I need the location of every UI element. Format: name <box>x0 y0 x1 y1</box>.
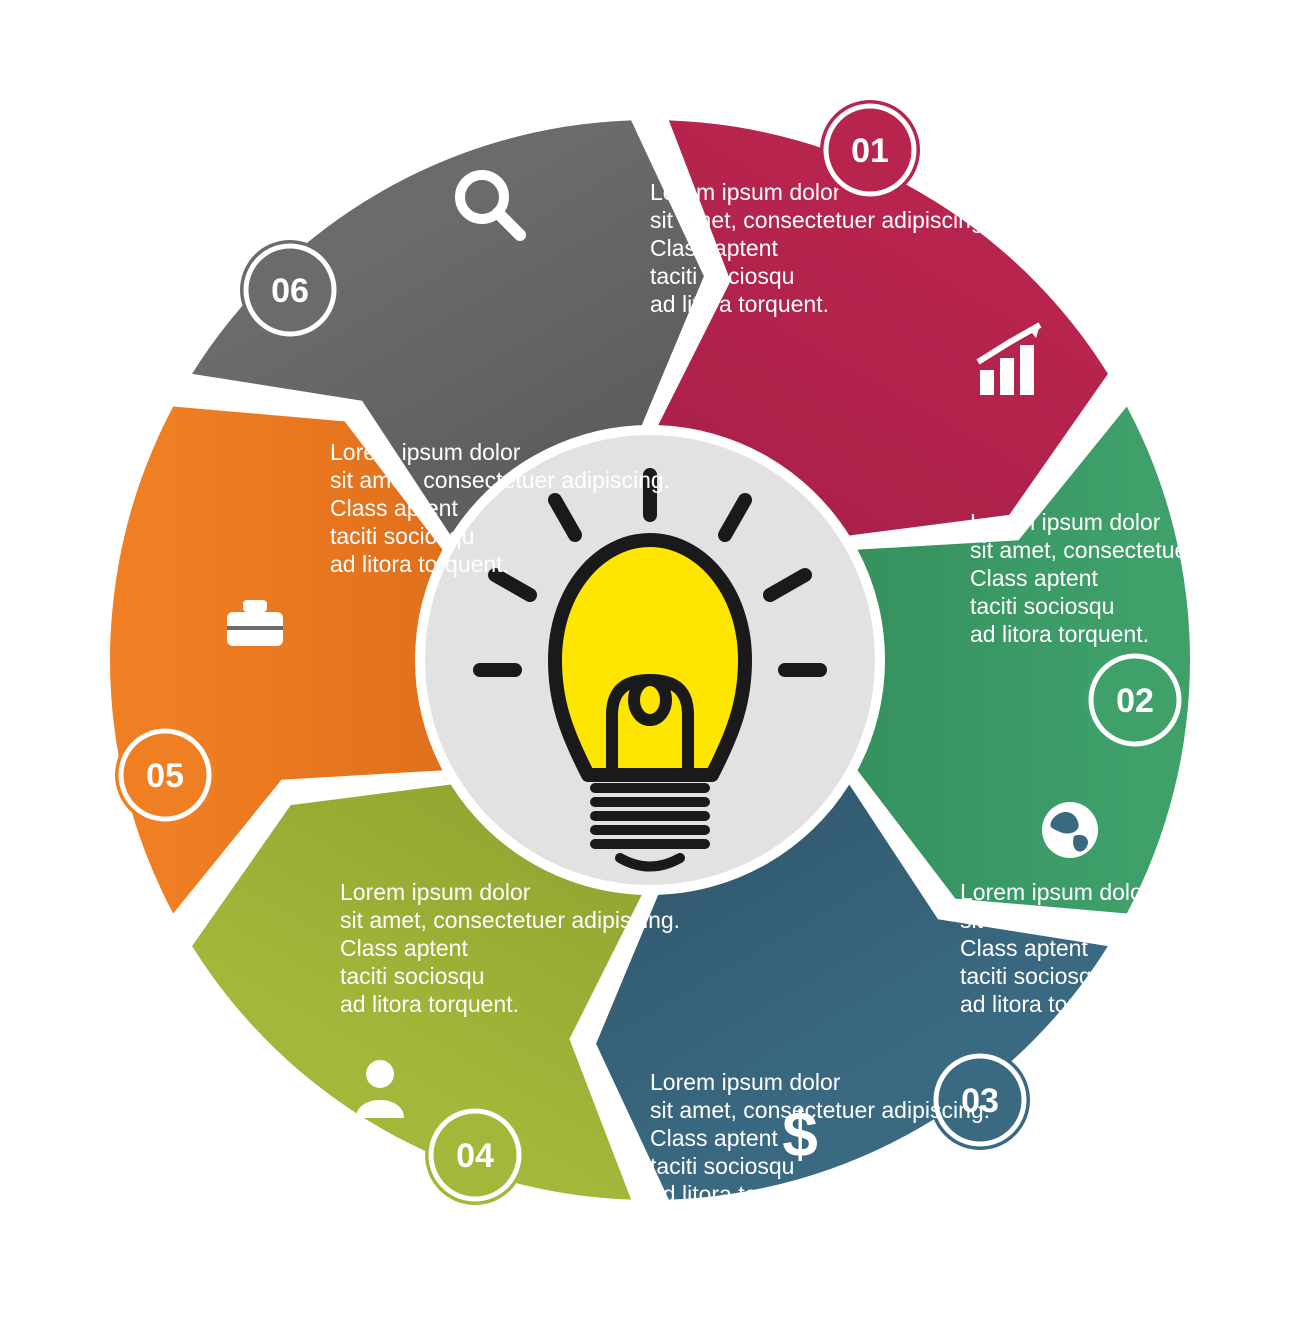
globe-icon <box>1042 802 1098 858</box>
badge-06-number: 06 <box>271 272 309 310</box>
badge-06: 06 <box>240 240 340 340</box>
badge-05: 05 <box>115 725 215 825</box>
badge-02: 02 <box>1085 650 1185 750</box>
infographic-stage: Lorem ipsum dolorsit amet, consectetuer … <box>0 0 1300 1340</box>
badge-04-number: 04 <box>456 1137 494 1175</box>
badge-04: 04 <box>425 1105 525 1205</box>
badge-01: 01 <box>820 100 920 200</box>
badge-05-number: 05 <box>146 757 184 795</box>
badge-01-number: 01 <box>851 132 889 170</box>
badge-02-number: 02 <box>1116 682 1154 720</box>
svg-text:$: $ <box>782 1098 818 1170</box>
dollar-icon: $ <box>782 1098 818 1170</box>
infographic-svg: Lorem ipsum dolorsit amet, consectetuer … <box>0 0 1300 1340</box>
segment-03-text: Lorem ipsum dolorsit amet, consectetuer … <box>960 879 1300 1017</box>
